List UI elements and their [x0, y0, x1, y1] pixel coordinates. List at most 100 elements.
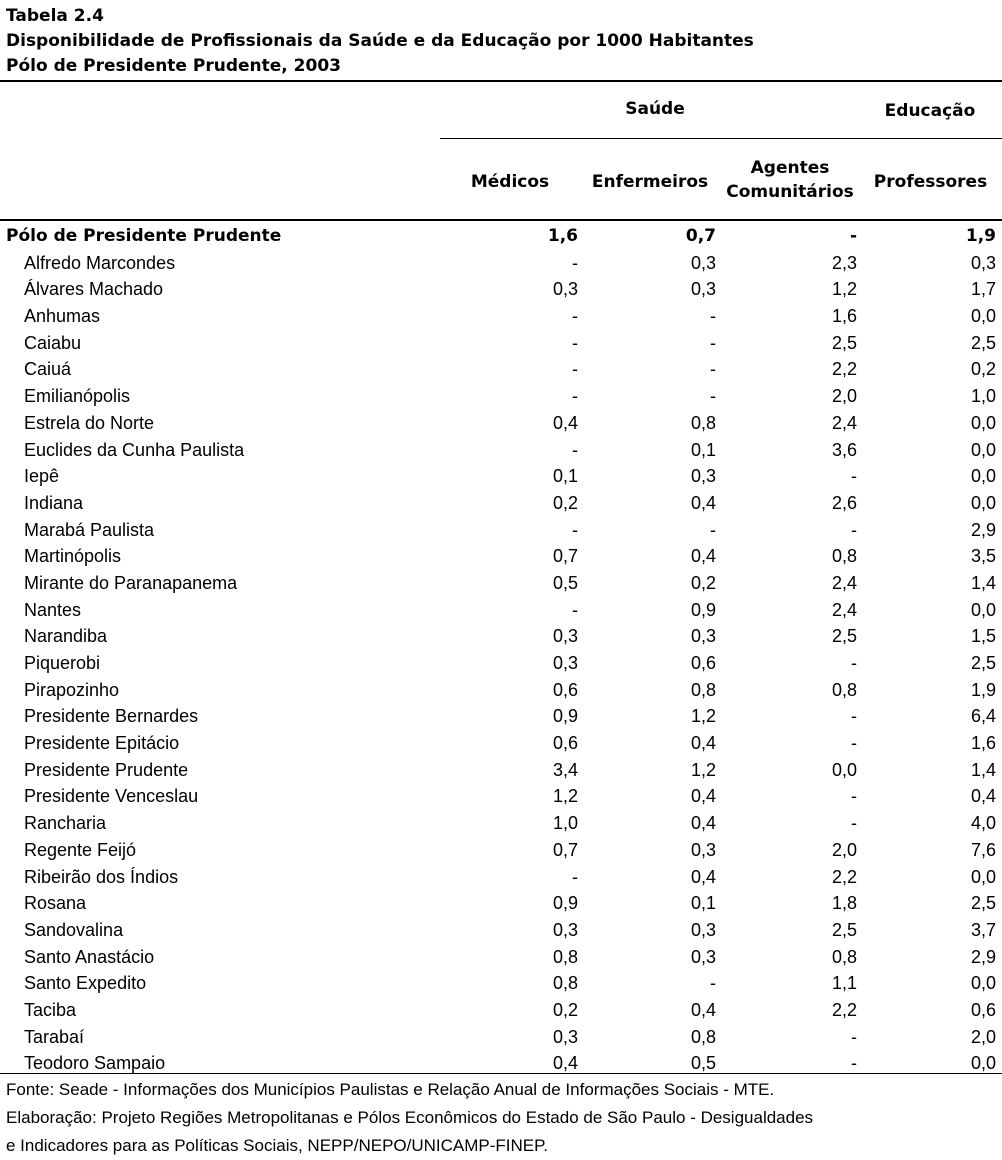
cell-professores: 2,5	[970, 332, 996, 353]
cell-agentes: 1,1	[831, 973, 857, 994]
cell-enfermeiros: 0,3	[690, 252, 716, 273]
cell-enfermeiros: -	[710, 332, 716, 353]
header-enfermeiros: Enfermeiros	[591, 172, 709, 192]
cell-agentes: 2,2	[831, 866, 857, 887]
row-name: Taciba	[24, 999, 77, 1020]
cell-enfermeiros: 0,7	[685, 226, 716, 246]
cell-professores: 2,0	[970, 1026, 996, 1047]
cell-enfermeiros: 0,4	[690, 492, 716, 513]
cell-agentes: 2,3	[831, 252, 857, 273]
table-row: Rosana 0,9 0,1 1,8 2,5	[0, 890, 1002, 917]
bottom-rule	[0, 1073, 1002, 1074]
cell-medicos: 0,3	[552, 919, 578, 940]
cell-agentes: 2,0	[831, 839, 857, 860]
header-agentes-line1: Agentes	[750, 158, 830, 178]
table-row: Euclides da Cunha Paulista - 0,1 3,6 0,0	[0, 437, 1002, 464]
table-row: Piquerobi 0,3 0,6 - 2,5	[0, 650, 1002, 677]
row-name: Nantes	[24, 599, 82, 620]
table-row: Narandiba 0,3 0,3 2,5 1,5	[0, 623, 1002, 650]
cell-agentes: 2,0	[831, 386, 857, 407]
row-name: Pólo de Presidente Prudente	[6, 226, 282, 246]
cell-medicos: 0,7	[552, 839, 578, 860]
cell-medicos: -	[572, 439, 578, 460]
cell-enfermeiros: 0,4	[690, 813, 716, 834]
cell-medicos: -	[572, 866, 578, 887]
cell-enfermeiros: -	[710, 519, 716, 540]
cell-professores: 2,5	[970, 893, 996, 914]
cell-agentes: 2,4	[831, 572, 857, 593]
cell-professores: 1,4	[970, 572, 996, 593]
table-row: Caiabu - - 2,5 2,5	[0, 330, 1002, 357]
row-name: Teodoro Sampaio	[24, 1053, 166, 1074]
cell-agentes: 2,5	[831, 332, 857, 353]
cell-medicos: 0,5	[552, 572, 578, 593]
cell-professores: 0,3	[970, 252, 996, 273]
row-name: Iepê	[24, 466, 60, 487]
cell-medicos: 1,0	[552, 813, 578, 834]
cell-professores: 3,5	[970, 546, 996, 567]
cell-enfermeiros: 0,1	[690, 439, 716, 460]
cell-professores: 0,0	[970, 973, 996, 994]
cell-professores: 0,6	[970, 999, 996, 1020]
cell-agentes: 2,5	[831, 919, 857, 940]
cell-agentes: -	[849, 226, 857, 246]
top-rule	[0, 80, 1002, 82]
header-medicos: Médicos	[470, 172, 550, 192]
cell-enfermeiros: 0,8	[690, 412, 716, 433]
cell-professores: 0,2	[970, 359, 996, 380]
row-name: Narandiba	[24, 626, 108, 647]
table-row: Presidente Bernardes 0,9 1,2 - 6,4	[0, 703, 1002, 730]
cell-medicos: 3,4	[552, 759, 578, 780]
header-group-saude: Saúde	[625, 99, 685, 119]
cell-agentes: -	[851, 813, 857, 834]
cell-agentes: -	[851, 1053, 857, 1074]
cell-medicos: 0,8	[552, 946, 578, 967]
cell-professores: 0,0	[970, 306, 996, 327]
table-row: Mirante do Paranapanema 0,5 0,2 2,4 1,4	[0, 570, 1002, 597]
cell-medicos: 0,2	[552, 999, 578, 1020]
table-row: Indiana 0,2 0,4 2,6 0,0	[0, 490, 1002, 517]
cell-enfermeiros: 0,4	[690, 786, 716, 807]
cell-agentes: -	[851, 1026, 857, 1047]
cell-medicos: -	[572, 252, 578, 273]
table-row: Anhumas - - 1,6 0,0	[0, 303, 1002, 330]
cell-agentes: 2,4	[831, 412, 857, 433]
cell-medicos: 0,1	[552, 466, 578, 487]
row-name: Alfredo Marcondes	[24, 252, 176, 273]
table-row: Tarabaí 0,3 0,8 - 2,0	[0, 1024, 1002, 1051]
cell-professores: 0,0	[970, 599, 996, 620]
row-name: Caiuá	[24, 359, 72, 380]
cell-medicos: -	[572, 519, 578, 540]
cell-enfermeiros: 0,3	[690, 839, 716, 860]
cell-professores: 2,9	[970, 946, 996, 967]
row-name: Caiabu	[24, 332, 82, 353]
cell-professores: 1,4	[970, 759, 996, 780]
cell-medicos: 0,7	[552, 546, 578, 567]
cell-enfermeiros: -	[710, 386, 716, 407]
cell-professores: 4,0	[970, 813, 996, 834]
cell-medicos: 0,4	[552, 1053, 578, 1074]
group-rule	[440, 138, 1002, 139]
cell-agentes: -	[851, 786, 857, 807]
table-row: Martinópolis 0,7 0,4 0,8 3,5	[0, 543, 1002, 570]
cell-enfermeiros: 0,3	[690, 466, 716, 487]
cell-medicos: 0,6	[552, 733, 578, 754]
cell-medicos: 0,3	[552, 1026, 578, 1047]
row-name: Martinópolis	[24, 546, 122, 567]
cell-enfermeiros: 0,3	[690, 919, 716, 940]
footnote-elaboration-cont: e Indicadores para as Políticas Sociais,…	[6, 1136, 548, 1155]
cell-agentes: 1,2	[831, 279, 857, 300]
header-agentes: Agentes Comunitários	[720, 156, 860, 204]
cell-professores: 0,0	[970, 466, 996, 487]
row-name: Tarabaí	[24, 1026, 85, 1047]
row-name: Álvares Machado	[24, 279, 164, 300]
row-name: Santo Anastácio	[24, 946, 155, 967]
cell-medicos: -	[572, 306, 578, 327]
cell-agentes: -	[851, 706, 857, 727]
cell-agentes: -	[851, 519, 857, 540]
cell-medicos: -	[572, 599, 578, 620]
cell-medicos: -	[572, 359, 578, 380]
cell-agentes: 2,2	[831, 359, 857, 380]
cell-professores: 2,9	[970, 519, 996, 540]
table-row: Pirapozinho 0,6 0,8 0,8 1,9	[0, 677, 1002, 704]
